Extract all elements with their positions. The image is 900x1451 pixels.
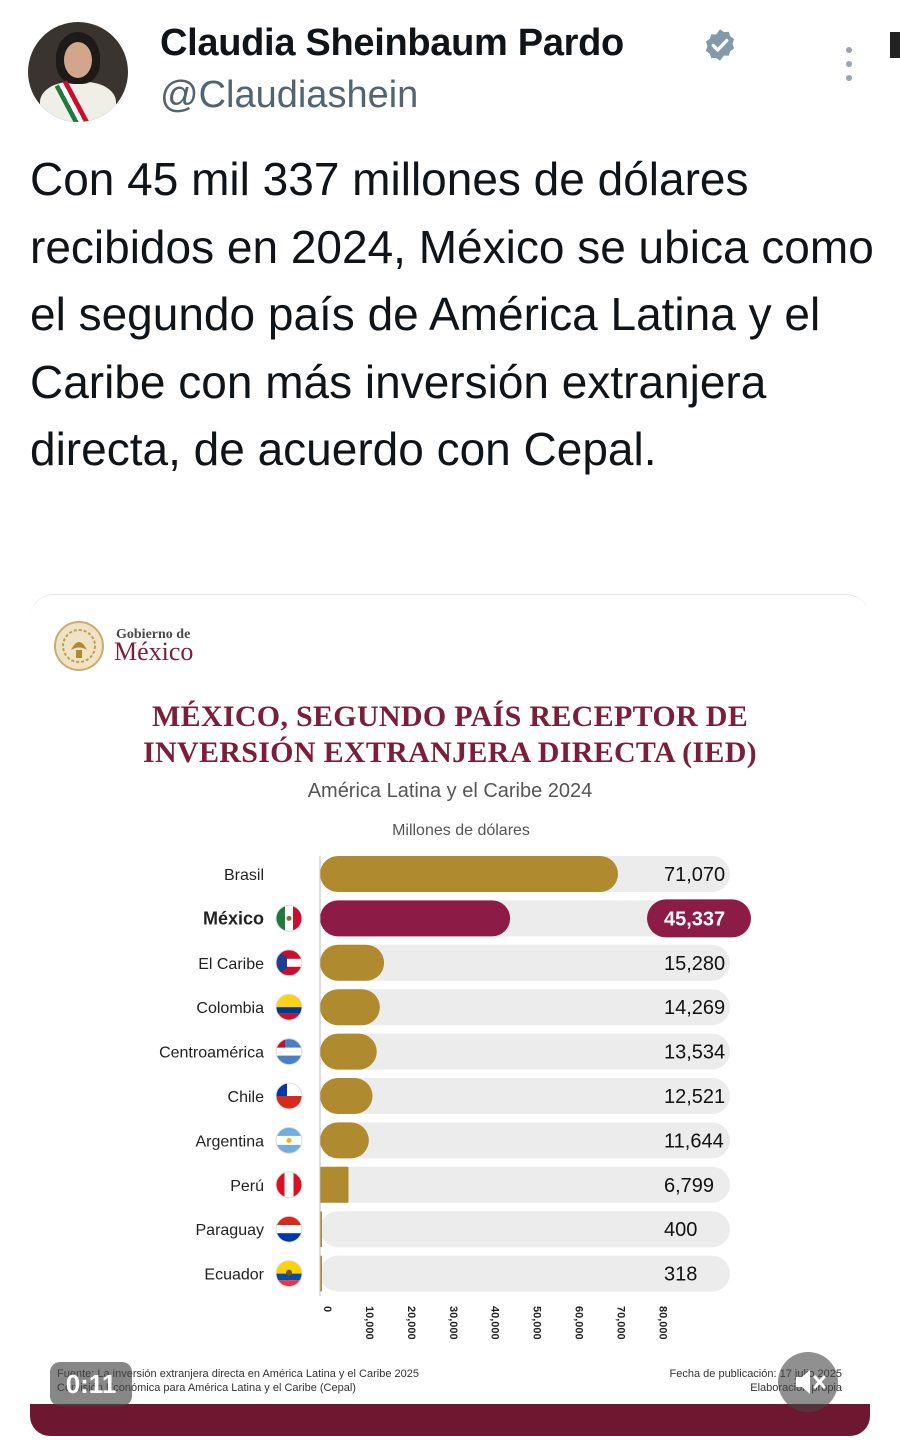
value-label-brasil: 71,070: [664, 864, 725, 886]
value-label-colombia: 14,269: [664, 997, 725, 1019]
more-options-icon[interactable]: [842, 44, 856, 84]
flag-ecuador-icon: [275, 1260, 303, 1288]
value-label-centroamerica: 13,534: [664, 1042, 725, 1064]
x-tick-label: 10,000: [363, 1306, 375, 1340]
value-label-paraguay: 400: [664, 1219, 697, 1241]
category-label-paraguay: Paraguay: [196, 1222, 265, 1239]
logo-big-text: México: [114, 637, 194, 666]
category-label-brasil: Brasil: [224, 867, 264, 884]
x-tick-label: 30,000: [447, 1306, 459, 1340]
category-label-mexico: México: [203, 908, 264, 928]
value-label-argentina: 11,644: [664, 1130, 724, 1152]
bar-track-ecuador: [320, 1255, 730, 1292]
category-label-el-caribe: El Caribe: [198, 956, 264, 973]
x-tick-label: 80,000: [656, 1306, 668, 1340]
avatar[interactable]: [28, 22, 128, 122]
bar-track-argentina: [320, 1122, 730, 1159]
x-tick-label: 20,000: [405, 1306, 417, 1340]
source-line-1: Fuente: La inversión extranjera directa …: [57, 1368, 419, 1380]
tweet-text: Con 45 mil 337 millones de dólares recib…: [30, 153, 874, 475]
x-tick-label: 40,000: [489, 1306, 501, 1340]
category-label-argentina: Argentina: [196, 1133, 265, 1150]
flag-centroamerica-icon: [275, 1038, 303, 1066]
value-label-peru: 6,799: [664, 1175, 714, 1197]
bar-chile: [320, 1078, 373, 1114]
bar-track-peru: [320, 1166, 730, 1203]
coat-of-arms-icon: [54, 621, 104, 671]
bar-track-centroamerica: [320, 1033, 730, 1070]
logo-small-text: Gobierno de: [116, 627, 191, 642]
value-label-ecuador: 318: [664, 1264, 697, 1286]
flag-argentina-icon: [275, 1126, 303, 1154]
author-name[interactable]: Claudia Sheinbaum Pardo: [160, 22, 624, 64]
flag-colombia-icon: [275, 993, 303, 1021]
flag-el-caribe-icon: [275, 949, 303, 977]
x-tick-label: 70,000: [615, 1306, 627, 1340]
category-label-chile: Chile: [228, 1089, 265, 1106]
bar-peru: [320, 1166, 349, 1203]
flag-mexico-icon: [275, 904, 303, 932]
bar-track-chile: [320, 1078, 730, 1114]
x-tick-label: 60,000: [573, 1306, 585, 1340]
flag-paraguay-icon: [275, 1215, 303, 1243]
bar-mexico: [320, 900, 511, 937]
bar-colombia: [320, 989, 380, 1026]
chart-title-line1: MÉXICO, SEGUNDO PAÍS RECEPTOR DE: [151, 700, 749, 733]
bar-track-colombia: [320, 989, 730, 1026]
bar-el-caribe: [320, 944, 385, 981]
video-timer: 0:11: [50, 1362, 132, 1406]
scrollbar[interactable]: [890, 32, 900, 58]
verified-badge-icon: [705, 29, 735, 61]
value-label-el-caribe: 15,280: [664, 953, 725, 975]
avatar-face: [64, 42, 92, 78]
bar-track-el-caribe: [320, 944, 730, 981]
flag-peru-icon: [275, 1171, 303, 1199]
author-handle[interactable]: @Claudiashein: [160, 74, 419, 116]
chart-units: Millones de dólares: [392, 822, 530, 839]
chart-subtitle: América Latina y el Caribe 2024: [307, 780, 593, 802]
bar-argentina: [320, 1122, 369, 1159]
category-label-colombia: Colombia: [196, 1000, 264, 1017]
bar-track-paraguay: [320, 1211, 730, 1248]
mute-icon[interactable]: [778, 1352, 838, 1412]
value-label-chile: 12,521: [664, 1086, 725, 1108]
flag-chile-icon: [275, 1082, 303, 1110]
highlight-value-pill: [647, 899, 751, 938]
x-tick-label: 0: [321, 1306, 333, 1312]
x-tick-label: 50,000: [531, 1306, 543, 1340]
bar-centroamerica: [320, 1033, 377, 1070]
category-label-ecuador: Ecuador: [204, 1267, 264, 1284]
chart-title-line2: INVERSIÓN EXTRANJERA DIRECTA (IED): [143, 736, 757, 769]
media-footer-bar: [30, 1404, 870, 1436]
category-label-peru: Perú: [230, 1178, 264, 1195]
value-label-mexico: 45,337: [664, 908, 725, 930]
bar-brasil: [320, 856, 618, 892]
category-label-centroamerica: Centroamérica: [159, 1045, 264, 1062]
